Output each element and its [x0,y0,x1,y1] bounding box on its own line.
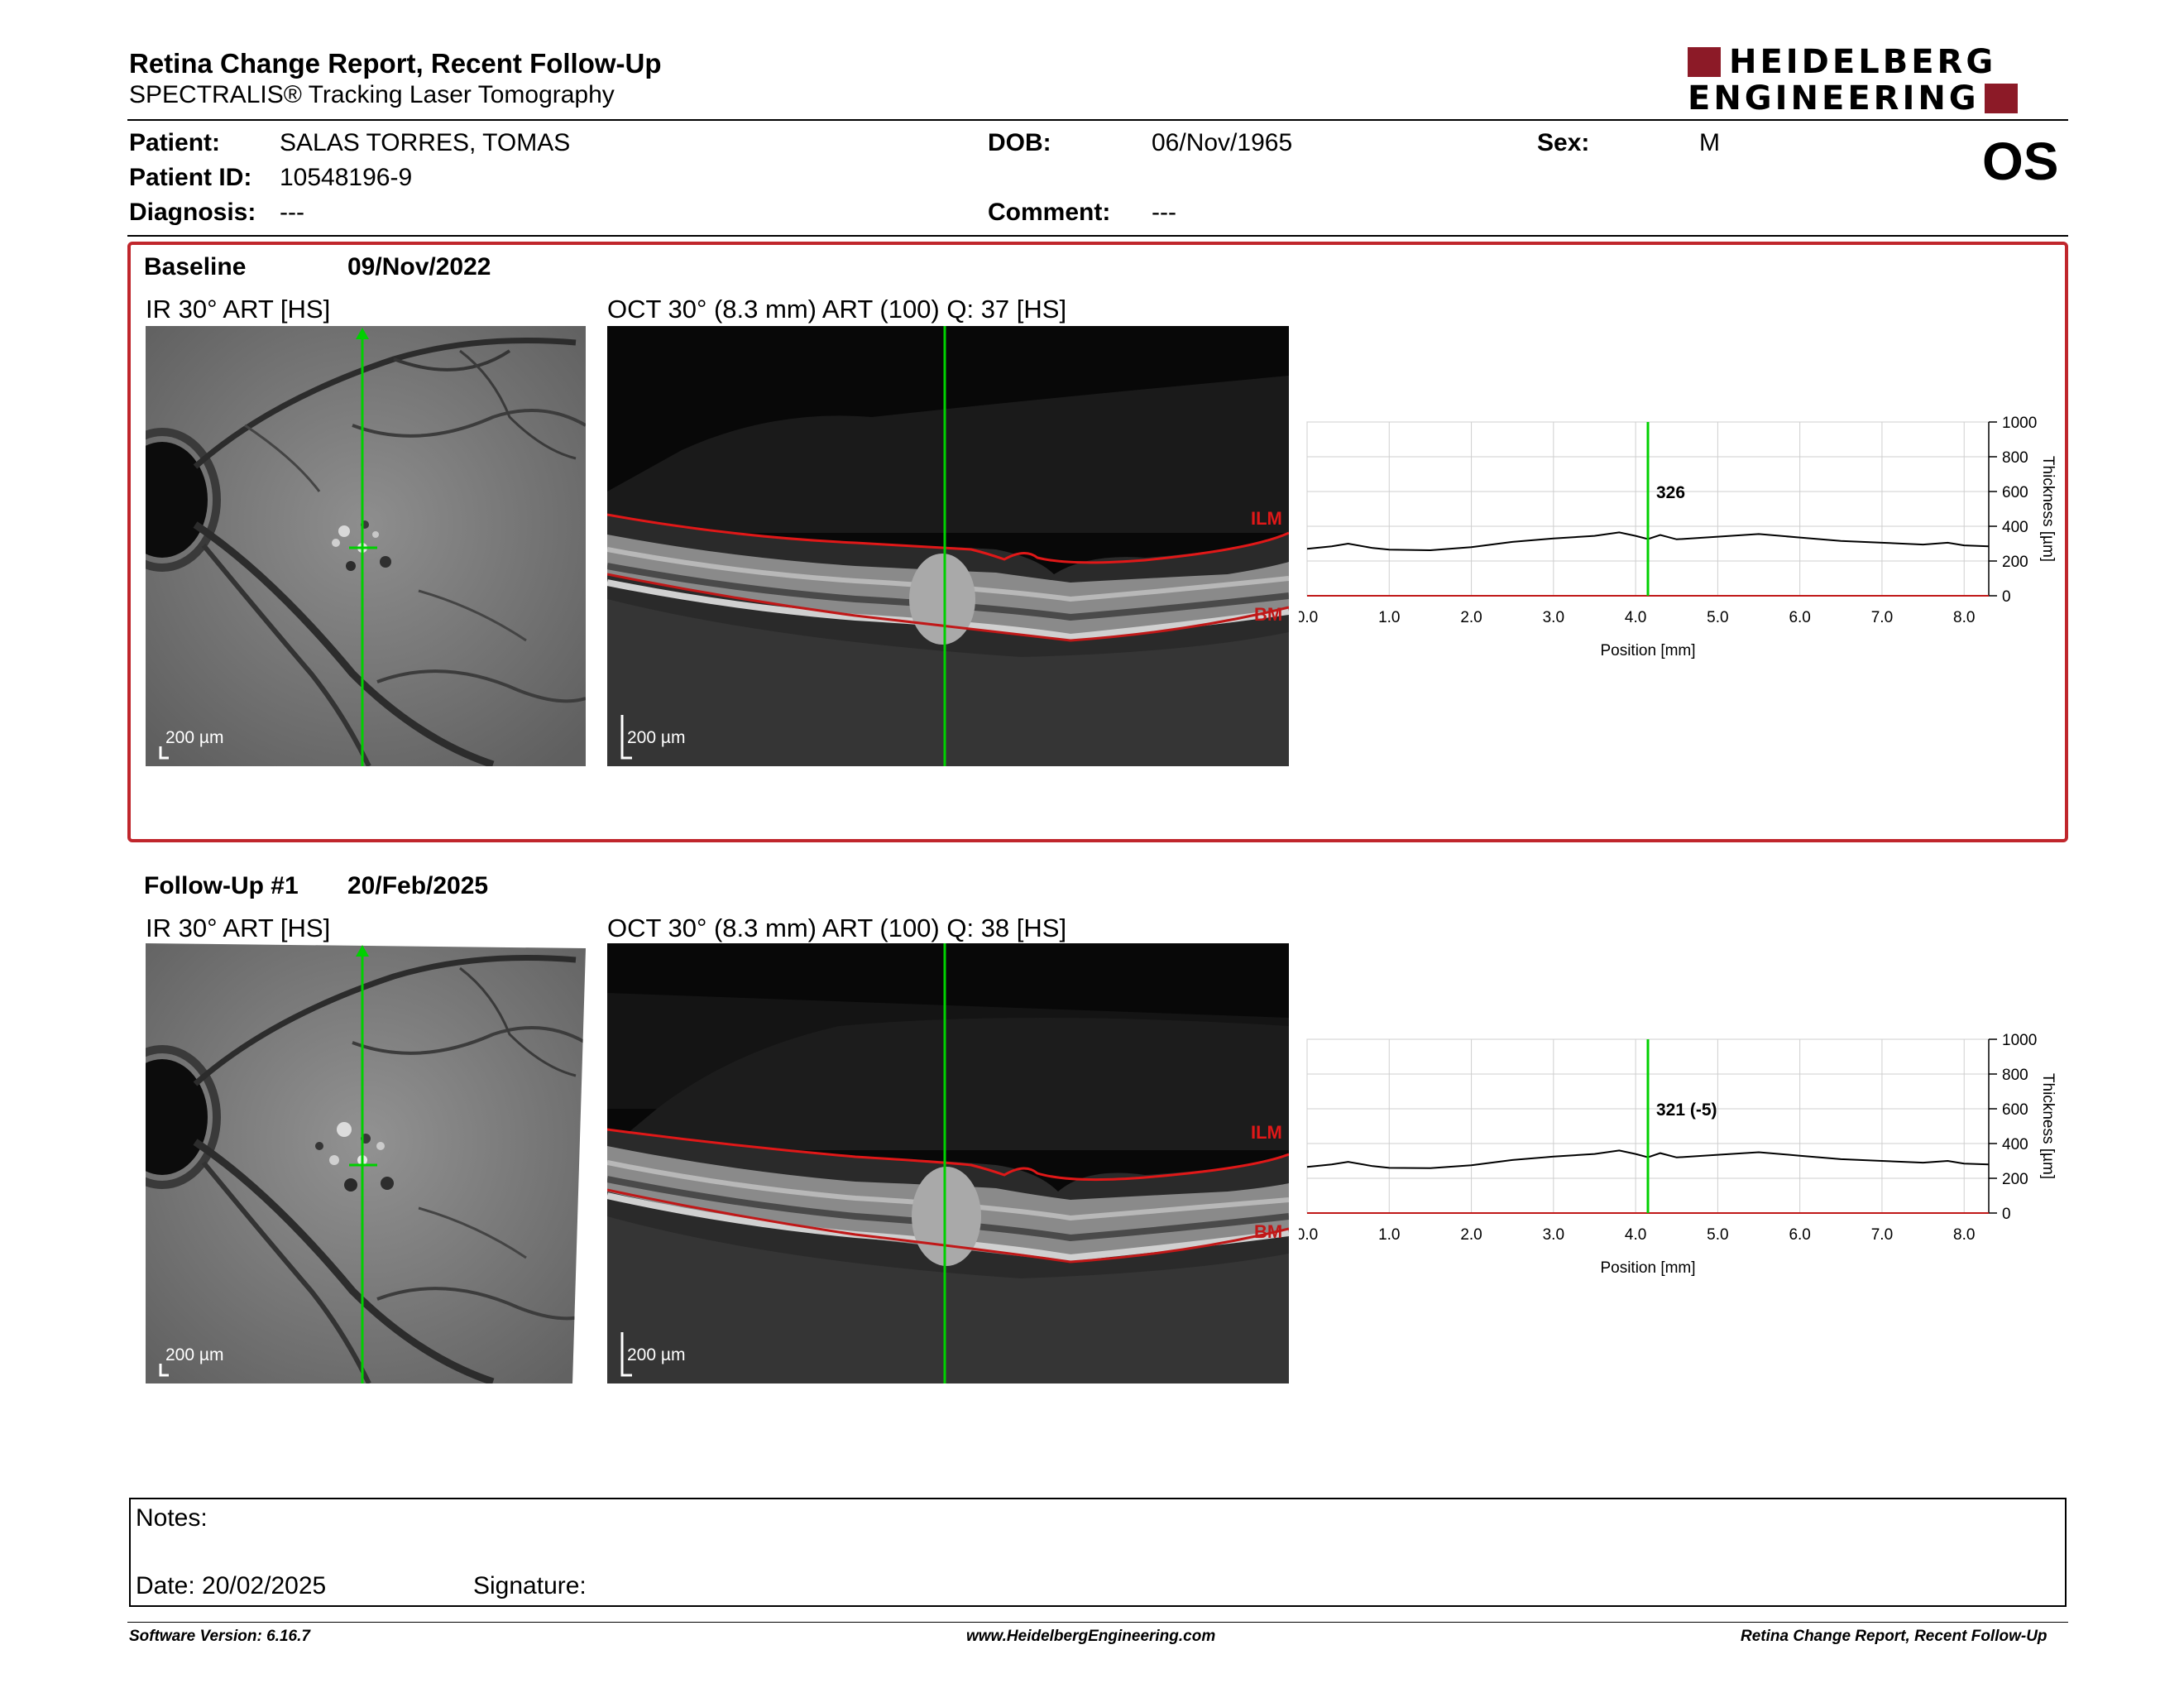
logo-square-icon [1984,84,2018,113]
patient-divider [127,235,2068,237]
baseline-thickness-chart-svg: 0 200 400 600 800 1000 0.0 1.0 2.0 3.0 4.0 5.0 6.0 7.… [1296,415,2057,659]
x-tick-label: 2.0 [1460,1226,1482,1244]
dob-value: 06/Nov/1965 [1152,129,1293,156]
x-tick-label: 7.0 [1871,1226,1893,1244]
followup-thickness-chart-svg: 0 200 400 600 800 1000 0.0 1.0 2.0 3.0 4.0 5.0 6.0 7.… [1296,1032,2057,1277]
y-tick-label: 400 [2002,1136,2028,1153]
report-name-footer: Retina Change Report, Recent Follow-Up [1741,1628,2048,1645]
baseline-ilm-label: ILM [1251,508,1282,529]
baseline-oct-bscan-image[interactable]: 200 µm ILM BM [607,326,1289,766]
baseline-bm-label: BM [1254,604,1283,625]
dob-label: DOB: [988,129,1051,156]
signature-label: Signature: [473,1572,587,1599]
diagnosis-value: --- [280,199,304,226]
y-tick-label: 0 [2002,1206,2011,1223]
y-tick-label: 400 [2002,519,2028,536]
diagnosis-label: Diagnosis: [129,199,256,226]
notes-date: Date: 20/02/2025 [136,1572,327,1599]
x-tick-label: 5.0 [1707,1226,1728,1244]
notes-label: Notes: [136,1504,208,1532]
sex-value: M [1699,129,1720,156]
y-tick-label: 1000 [2002,415,2037,432]
heidelberg-logo: HEIDELBERG ENGINEERING [1688,46,2068,115]
x-tick-label: 1.0 [1378,609,1400,626]
logo-text-top: HEIDELBERG [1729,43,1997,81]
baseline-ir-scale-label: 200 µm [165,728,224,747]
baseline-label: Baseline [144,253,247,281]
patient-label: Patient: [129,129,221,156]
y-tick-label: 600 [2002,484,2028,501]
x-tick-label: 1.0 [1378,1226,1400,1244]
software-version: Software Version: 6.16.7 [129,1628,310,1645]
marker-value-label: 321 (-5) [1656,1101,1717,1120]
baseline-ir-fundus-image[interactable]: 200 µm [146,326,586,766]
report-title: Retina Change Report, Recent Follow-Up [129,48,662,79]
notes-box[interactable]: Notes: Date: 20/02/2025 Signature: [129,1498,2067,1607]
x-axis-label: Position [mm] [1600,642,1695,659]
y-tick-label: 1000 [2002,1032,2037,1049]
y-tick-label: 200 [2002,554,2028,571]
x-tick-label: 2.0 [1460,609,1482,626]
y-axis-label: Thickness [µm] [2039,456,2057,562]
x-tick-label: 7.0 [1871,609,1893,626]
followup-bm-label: BM [1254,1221,1283,1242]
y-tick-label: 600 [2002,1101,2028,1119]
x-tick-label: 3.0 [1543,1226,1564,1244]
patient-name: SALAS TORRES, TOMAS [280,129,571,156]
followup-ir-scale-label: 200 µm [165,1345,224,1364]
x-tick-label: 8.0 [1953,1226,1975,1244]
x-tick-label: 8.0 [1953,609,1975,626]
x-tick-label: 4.0 [1625,1226,1646,1244]
patient-id: 10548196-9 [280,164,413,191]
followup-ir-fundus-image[interactable]: 200 µm [146,943,586,1383]
followup-oct-bscan-image[interactable]: 200 µm ILM BM [607,943,1289,1383]
logo-text-bottom: ENGINEERING [1688,79,1980,117]
baseline-thickness-chart: 0 200 400 600 800 1000 0.0 1.0 2.0 3.0 4.0 5.0 6.0 7.… [1296,405,2076,679]
y-tick-label: 200 [2002,1171,2028,1188]
x-tick-label: 6.0 [1789,609,1810,626]
followup-oct-scale-label: 200 µm [627,1345,686,1364]
y-tick-label: 0 [2002,588,2011,606]
baseline-ir-caption: IR 30° ART [HS] [146,295,331,324]
y-axis-label: Thickness [µm] [2039,1073,2057,1179]
comment-value: --- [1152,199,1176,226]
patient-id-label: Patient ID: [129,164,252,191]
website-link[interactable]: www.HeidelbergEngineering.com [966,1628,1216,1645]
x-axis-label: Position [mm] [1600,1259,1695,1277]
followup-date: 20/Feb/2025 [347,872,489,899]
baseline-oct-scale-label: 200 µm [627,728,686,747]
followup-label: Follow-Up #1 [144,872,299,899]
y-tick-label: 800 [2002,449,2028,467]
thickness-series-line [1306,531,1990,552]
x-tick-label: 4.0 [1625,609,1646,626]
report-subtitle: SPECTRALIS® Tracking Laser Tomography [129,81,615,108]
y-tick-label: 800 [2002,1067,2028,1084]
followup-ilm-label: ILM [1251,1122,1282,1143]
x-tick-label: 6.0 [1789,1226,1810,1244]
eye-label: OS [1982,132,2059,191]
footer-divider [127,1622,2068,1623]
baseline-oct-caption: OCT 30° (8.3 mm) ART (100) Q: 37 [HS] [607,295,1067,324]
sex-label: Sex: [1537,129,1590,156]
marker-value-label: 326 [1656,483,1685,502]
x-tick-label: 5.0 [1707,609,1728,626]
baseline-highlight-frame [127,242,2068,842]
followup-thickness-chart: 0 200 400 600 800 1000 0.0 1.0 2.0 3.0 4.0 5.0 6.0 7.… [1296,1023,2076,1296]
followup-oct-caption: OCT 30° (8.3 mm) ART (100) Q: 38 [HS] [607,914,1067,942]
followup-ir-caption: IR 30° ART [HS] [146,914,331,942]
x-tick-label: 3.0 [1543,609,1564,626]
thickness-series-line [1306,1149,1990,1169]
x-tick-label: 0.0 [1299,609,1318,626]
comment-label: Comment: [988,199,1111,226]
header-divider [127,119,2068,121]
x-tick-label: 0.0 [1299,1226,1318,1244]
baseline-date: 09/Nov/2022 [347,253,491,281]
logo-square-icon [1688,47,1721,77]
